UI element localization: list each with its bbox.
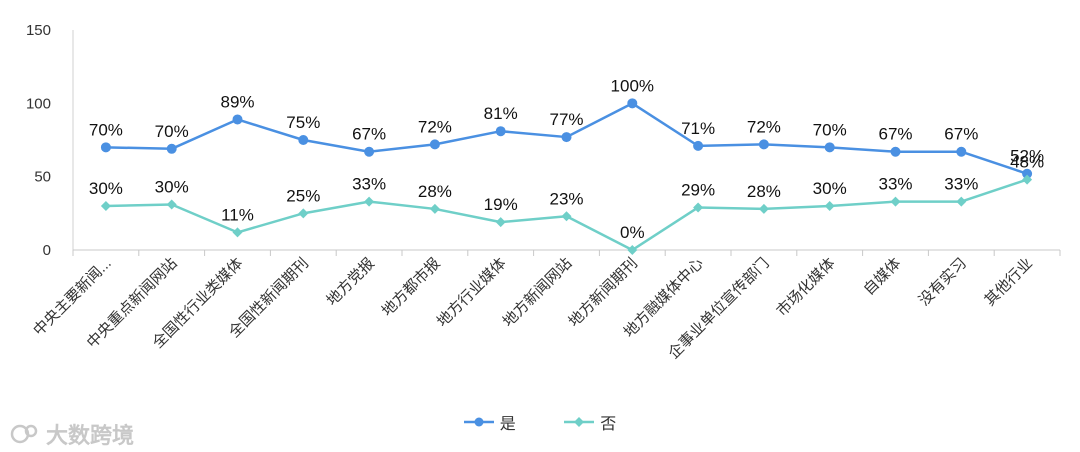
data-label-0: 81% — [484, 104, 518, 123]
point-1 — [100, 201, 111, 211]
point-1 — [298, 208, 309, 219]
legend: 是 否 — [0, 410, 1080, 434]
point-0 — [824, 142, 835, 153]
point-1 — [166, 199, 177, 210]
data-label-1: 33% — [352, 175, 386, 194]
point-0 — [364, 146, 375, 157]
point-0 — [495, 126, 506, 137]
y-tick-label: 100 — [26, 95, 51, 112]
point-0 — [693, 140, 704, 151]
x-tick-label: 自媒体 — [860, 255, 904, 299]
x-tick-label: 地方都市报 — [379, 255, 444, 320]
data-label-1: 28% — [747, 182, 781, 201]
watermark: 大数跨境 — [10, 418, 134, 450]
data-label-0: 75% — [286, 113, 320, 132]
data-label-1: 28% — [418, 182, 452, 201]
data-label-1: 23% — [549, 189, 583, 208]
data-label-1: 33% — [944, 175, 978, 194]
point-0 — [298, 135, 309, 145]
point-0 — [956, 146, 967, 157]
x-tick-label: 市场化媒体 — [773, 255, 838, 320]
legend-marker-yes — [463, 417, 494, 427]
point-0 — [758, 139, 769, 150]
data-label-0: 72% — [418, 117, 452, 136]
point-1 — [824, 201, 835, 211]
point-1 — [627, 245, 638, 255]
data-label-0: 71% — [681, 119, 715, 138]
point-0 — [561, 132, 572, 143]
point-1 — [890, 196, 901, 207]
data-label-0: 72% — [747, 117, 781, 136]
data-label-0: 100% — [611, 76, 654, 95]
legend-label-yes: 是 — [499, 416, 516, 433]
line-chart: 050100150中央主要新闻...中央重点新闻网站全国性行业类媒体全国性新闻期… — [26, 22, 1061, 362]
legend-label-no: 否 — [600, 416, 617, 433]
data-label-1: 19% — [484, 195, 518, 214]
legend-item-yes[interactable]: 是 — [463, 410, 516, 434]
point-1 — [364, 196, 375, 207]
point-0 — [627, 98, 638, 109]
data-label-0: 52% — [1010, 147, 1044, 166]
data-label-1: 0% — [620, 223, 645, 242]
data-label-0: 77% — [549, 110, 583, 129]
point-1 — [429, 203, 440, 214]
point-1 — [232, 227, 243, 238]
data-label-1: 30% — [155, 178, 189, 197]
data-label-0: 70% — [813, 120, 847, 139]
data-label-1: 30% — [813, 179, 847, 198]
point-0 — [100, 142, 111, 153]
point-0 — [166, 143, 177, 154]
data-label-0: 70% — [89, 120, 123, 139]
watermark-logo-icon — [10, 424, 38, 444]
data-label-1: 48% — [1010, 153, 1044, 172]
legend-marker-no — [564, 417, 595, 427]
point-0 — [1022, 168, 1033, 179]
x-tick-label: 没有实习 — [916, 255, 970, 309]
data-label-1: 29% — [681, 180, 715, 199]
legend-item-no[interactable]: 否 — [564, 410, 616, 434]
data-label-1: 25% — [286, 186, 320, 205]
data-label-0: 67% — [352, 125, 386, 144]
x-tick-label: 地方行业媒体 — [434, 255, 510, 331]
data-label-0: 70% — [155, 122, 189, 141]
y-tick-label: 150 — [26, 22, 51, 39]
data-label-0: 89% — [220, 92, 254, 111]
point-1 — [495, 217, 506, 228]
x-tick-label: 地方新闻网站 — [500, 255, 576, 331]
data-label-1: 11% — [221, 205, 254, 224]
point-0 — [232, 114, 243, 125]
x-tick-label: 地方党报 — [323, 255, 377, 309]
point-1 — [1022, 174, 1033, 185]
data-label-0: 67% — [878, 125, 912, 144]
x-tick-label: 其他行业 — [981, 255, 1035, 309]
point-1 — [758, 203, 769, 214]
point-0 — [890, 146, 901, 157]
data-label-1: 30% — [89, 179, 123, 198]
data-label-0: 67% — [944, 125, 978, 144]
watermark-text: 大数跨境 — [46, 423, 135, 448]
point-0 — [429, 139, 440, 150]
point-1 — [956, 196, 967, 207]
point-1 — [693, 202, 704, 213]
y-tick-label: 0 — [43, 242, 51, 259]
point-1 — [561, 211, 572, 222]
y-tick-label: 50 — [34, 169, 51, 186]
data-label-1: 33% — [878, 175, 912, 194]
